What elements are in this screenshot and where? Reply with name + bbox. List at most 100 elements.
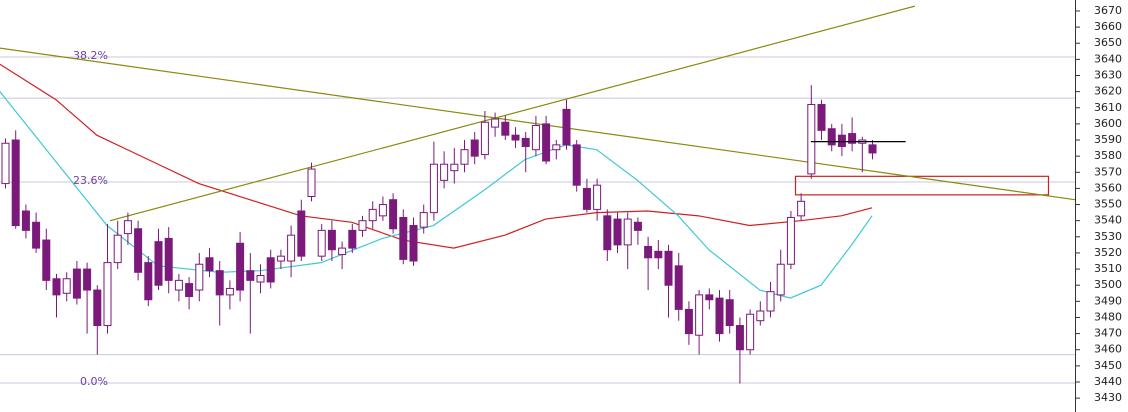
candle-body [593,184,602,210]
candle-body [21,210,30,231]
trend-line [109,5,916,222]
candle-body [1,142,10,185]
fib-label: 23.6% [73,174,108,187]
axis-background [1075,0,1128,412]
candle-body [429,163,438,214]
y-tick-label: 3520 [1094,246,1122,259]
candle-body [440,163,449,181]
candle-body [62,278,71,294]
candle-body [460,149,469,165]
y-tick-label: 3580 [1094,149,1122,162]
candle-body [348,229,357,249]
zone-box [794,175,1050,196]
candle-body [827,128,836,146]
candle-body [797,200,806,217]
candle-body [419,212,428,228]
candle-body [848,133,857,144]
fib-label: 38.2% [73,49,108,62]
moving-average [0,63,873,249]
candle-body [531,125,540,151]
candle-body [868,144,877,154]
candle-body [215,270,224,296]
candle-body [297,210,306,257]
candle-body [705,294,714,301]
candle-body [695,294,704,336]
candle-body [358,220,367,231]
candle-body [307,168,316,197]
candle-body [725,299,734,327]
candle-body [572,144,581,186]
candle-body [450,163,459,172]
fib-label: 0.0% [80,375,108,388]
candle-body [164,237,173,281]
y-tick-label: 3650 [1094,36,1122,49]
y-tick-label: 3570 [1094,165,1122,178]
candle-body [684,308,693,335]
y-tick-label: 3540 [1094,214,1122,227]
candle-body [144,262,153,301]
y-tick-label: 3600 [1094,117,1122,130]
y-tick-label: 3480 [1094,310,1122,323]
y-tick-label: 3530 [1094,230,1122,243]
candle-body [83,268,92,291]
candle-body [837,134,846,147]
y-tick-label: 3440 [1094,375,1122,388]
y-tick-label: 3490 [1094,294,1122,307]
candle-body [409,225,418,262]
candle-body [368,208,377,222]
candle-body [266,257,275,283]
candle-body [72,268,81,299]
candle-body [113,234,122,264]
candle-body [582,187,591,210]
candle-body [562,108,571,146]
candle-body [378,204,387,217]
candle-body [817,104,826,131]
candle-body [123,220,132,235]
y-tick-label: 3640 [1094,52,1122,65]
y-tick-label: 3630 [1094,68,1122,81]
candle-body [664,250,673,286]
candle-body [236,242,245,291]
candle-body [542,123,551,162]
candle-body [195,263,204,291]
candle-body [276,255,285,262]
candle-body [674,265,683,310]
y-tick-label: 3430 [1094,391,1122,404]
candle-body [338,247,347,256]
candle-body [521,137,530,147]
trend-line [0,47,1076,201]
candle-body [103,262,112,327]
candle-body [225,287,234,296]
candle-body [613,218,622,246]
y-tick-label: 3460 [1094,343,1122,356]
candle-body [776,263,785,296]
candle-body [205,257,214,272]
candle-body [185,283,194,297]
candle-body [756,310,765,322]
candle-body [654,250,663,259]
y-tick-label: 3450 [1094,359,1122,372]
candle-body [470,139,479,157]
candle-body [32,221,41,249]
y-tick-label: 3470 [1094,327,1122,340]
candle-body [389,199,398,230]
candle-body [511,134,520,141]
candle-body [42,239,51,281]
candle-body [154,241,163,286]
y-tick-label: 3620 [1094,85,1122,98]
y-tick-label: 3670 [1094,4,1122,17]
candle-body [644,245,653,259]
candle-body [715,297,724,335]
candle-body [256,275,265,283]
candle-body [317,229,326,257]
candle-body [552,144,561,151]
candle-body [287,234,296,262]
candle-body [735,325,744,351]
y-tick-label: 3500 [1094,278,1122,291]
candle-body [11,139,20,227]
y-tick-label: 3560 [1094,181,1122,194]
candle-body [491,118,500,128]
candle-body [746,313,755,351]
candle-body [603,215,612,251]
